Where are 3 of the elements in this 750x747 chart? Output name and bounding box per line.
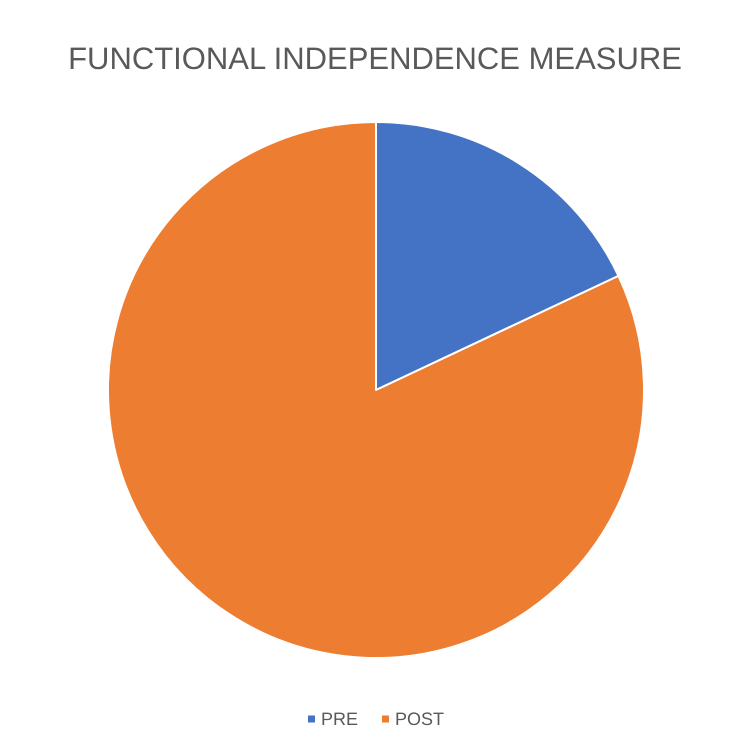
legend-label: POST [395, 709, 444, 729]
chart-title: FUNCTIONAL INDEPENDENCE MEASURE [68, 41, 682, 76]
legend-label: PRE [320, 709, 358, 729]
